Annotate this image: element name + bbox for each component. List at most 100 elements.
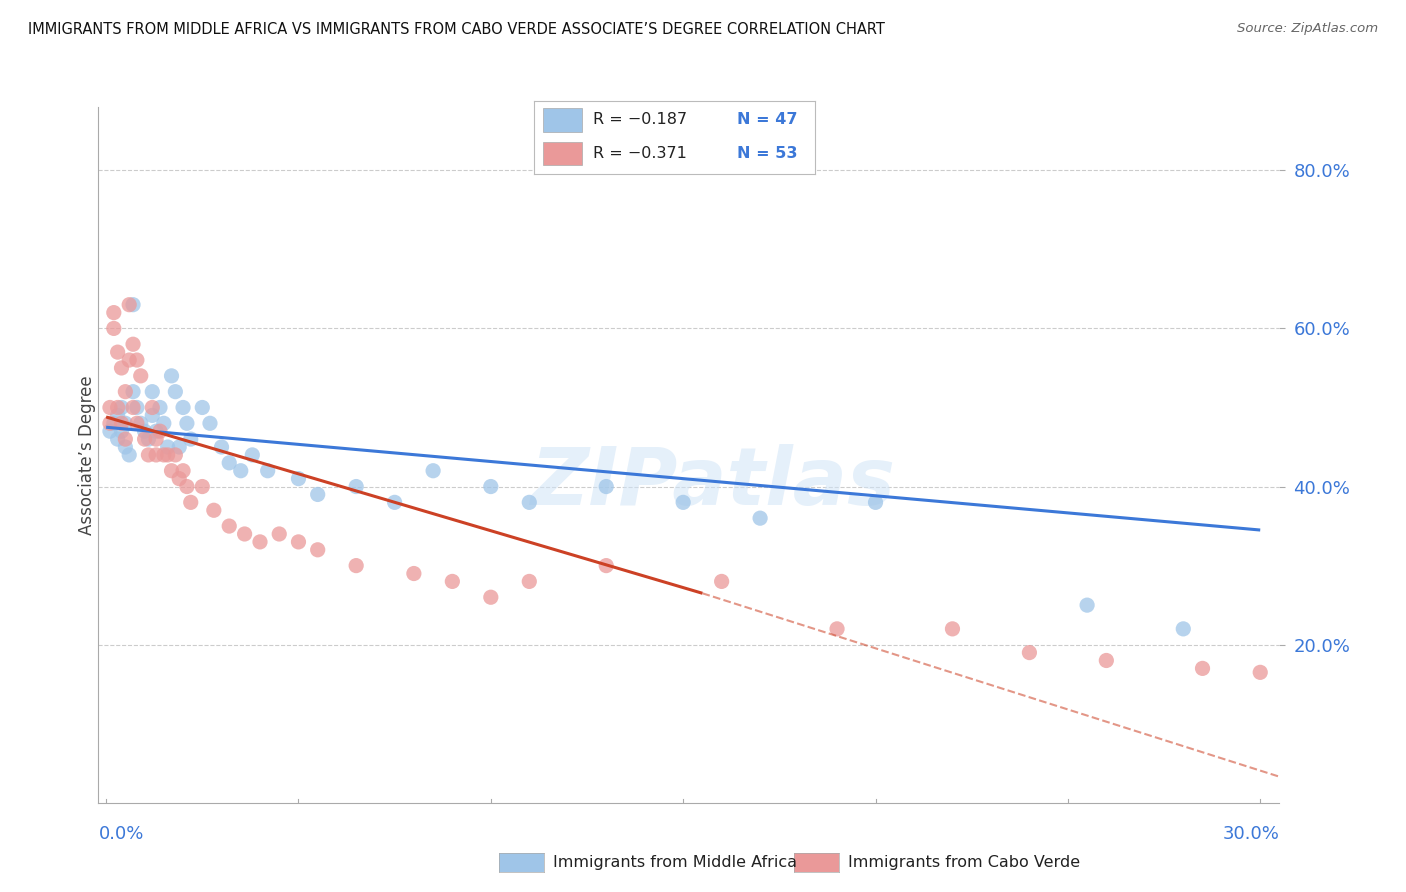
Point <box>249 534 271 549</box>
Point <box>344 479 367 493</box>
Point <box>156 440 179 454</box>
Point <box>344 558 367 573</box>
Y-axis label: Associate’s Degree: Associate’s Degree <box>79 376 96 534</box>
Point <box>153 448 176 462</box>
Text: Source: ZipAtlas.com: Source: ZipAtlas.com <box>1237 22 1378 36</box>
Point <box>517 574 540 589</box>
Point <box>165 448 187 462</box>
Point <box>114 384 136 399</box>
Point <box>129 368 152 383</box>
Point <box>307 487 329 501</box>
Point <box>198 417 221 431</box>
Point <box>118 448 141 462</box>
Point <box>114 417 136 431</box>
Point <box>1249 665 1271 680</box>
Point <box>441 574 464 589</box>
Point <box>1191 661 1213 675</box>
Point <box>129 417 152 431</box>
Point <box>172 464 194 478</box>
Point <box>110 424 132 438</box>
Point <box>145 424 167 438</box>
Point <box>865 495 887 509</box>
Point <box>145 448 167 462</box>
Point <box>138 448 160 462</box>
Text: 30.0%: 30.0% <box>1223 825 1279 843</box>
Point <box>141 409 163 423</box>
Point <box>240 448 263 462</box>
Point <box>422 464 444 478</box>
Point <box>218 519 240 533</box>
Bar <box>543 142 582 165</box>
Point <box>479 591 502 605</box>
Point <box>211 440 233 454</box>
Point <box>167 440 190 454</box>
Text: R = −0.187: R = −0.187 <box>593 112 688 128</box>
Point <box>287 472 309 486</box>
Point <box>125 401 148 415</box>
Point <box>118 298 141 312</box>
Point <box>402 566 425 581</box>
Point <box>110 417 132 431</box>
Text: N = 47: N = 47 <box>737 112 797 128</box>
Point <box>134 432 156 446</box>
Point <box>98 401 121 415</box>
Point <box>122 337 145 351</box>
Point <box>165 384 187 399</box>
Point <box>107 409 129 423</box>
Point <box>107 432 129 446</box>
Text: N = 53: N = 53 <box>737 146 797 161</box>
Point <box>710 574 733 589</box>
Point <box>110 360 132 375</box>
Text: R = −0.371: R = −0.371 <box>593 146 688 161</box>
Point <box>141 401 163 415</box>
Point <box>287 534 309 549</box>
Text: ZIPatlas: ZIPatlas <box>530 443 896 522</box>
Point <box>749 511 772 525</box>
Point <box>110 401 132 415</box>
Point <box>149 424 172 438</box>
Point <box>160 368 183 383</box>
Point <box>125 353 148 368</box>
Point <box>218 456 240 470</box>
Point <box>145 432 167 446</box>
Text: IMMIGRANTS FROM MIDDLE AFRICA VS IMMIGRANTS FROM CABO VERDE ASSOCIATE’S DEGREE C: IMMIGRANTS FROM MIDDLE AFRICA VS IMMIGRA… <box>28 22 884 37</box>
Point <box>191 401 214 415</box>
Point <box>122 401 145 415</box>
Text: Immigrants from Middle Africa: Immigrants from Middle Africa <box>553 855 797 870</box>
Point <box>1095 653 1118 667</box>
Point <box>269 527 291 541</box>
Point <box>307 542 329 557</box>
Point <box>1326 685 1348 699</box>
Point <box>107 345 129 359</box>
Point <box>941 622 963 636</box>
Point <box>122 298 145 312</box>
Point <box>1173 622 1195 636</box>
Point <box>107 401 129 415</box>
Point <box>672 495 695 509</box>
Text: 0.0%: 0.0% <box>98 825 143 843</box>
Point <box>118 353 141 368</box>
Point <box>172 401 194 415</box>
Point <box>229 464 252 478</box>
Point <box>153 417 176 431</box>
Point <box>134 424 156 438</box>
Point <box>384 495 406 509</box>
Point <box>160 464 183 478</box>
Point <box>180 495 202 509</box>
Point <box>114 432 136 446</box>
Point <box>156 448 179 462</box>
Point <box>191 479 214 493</box>
Point <box>122 384 145 399</box>
Point <box>138 432 160 446</box>
Point <box>595 479 617 493</box>
Bar <box>543 108 582 131</box>
Point <box>233 527 256 541</box>
Point <box>103 417 125 431</box>
Point <box>1076 598 1098 612</box>
Point <box>125 417 148 431</box>
Point <box>479 479 502 493</box>
Point <box>167 472 190 486</box>
Point <box>103 321 125 335</box>
Point <box>98 417 121 431</box>
Point <box>595 558 617 573</box>
